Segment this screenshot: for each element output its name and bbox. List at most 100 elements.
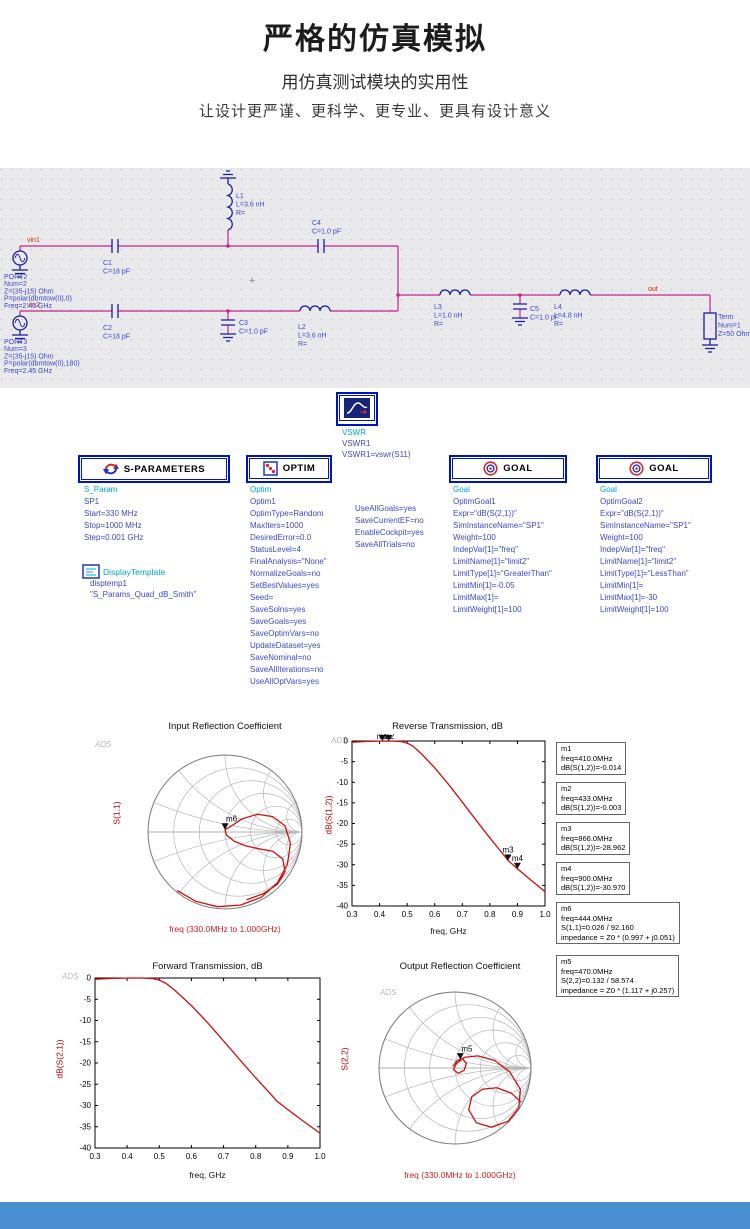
port2-icon bbox=[12, 250, 28, 266]
capacitor-c4-icon bbox=[317, 239, 325, 253]
svg-text:0.3: 0.3 bbox=[346, 910, 358, 919]
capacitor-c3-icon bbox=[221, 319, 235, 326]
l1-label: L1 L=3.6 nH R= bbox=[236, 193, 265, 217]
svg-text:0.9: 0.9 bbox=[512, 910, 524, 919]
capacitor-c2-icon bbox=[111, 304, 119, 318]
capacitor-c1-icon bbox=[111, 239, 119, 253]
inductor-l1-icon bbox=[225, 183, 233, 231]
svg-text:-5: -5 bbox=[341, 757, 349, 766]
s-parameters-block: S-PARAMETERS bbox=[78, 455, 230, 483]
goal1-title: GOAL bbox=[503, 463, 533, 474]
svg-text:0.7: 0.7 bbox=[457, 910, 469, 919]
l2-label: L2 L=3.6 nH R= bbox=[298, 324, 327, 348]
ground-icon bbox=[12, 330, 28, 343]
vswr-icon bbox=[344, 398, 370, 418]
s-parameters-icon bbox=[102, 463, 119, 475]
inductor-l4-icon bbox=[559, 289, 591, 296]
display-template-icon bbox=[82, 564, 100, 579]
marker-readout-m2: m2 freq=433.0MHz dB(S(1,2))=-0.003 bbox=[556, 782, 627, 815]
plot-input-reflection: Input Reflection Coefficient ADS S(1,1) … bbox=[85, 718, 365, 950]
svg-text:0: 0 bbox=[344, 737, 349, 746]
term-resistor-icon bbox=[703, 312, 717, 340]
marker-readout-m4: m4 freq=900.0MHz dB(S(1,2))=-30.970 bbox=[556, 862, 631, 895]
marker-m1 bbox=[378, 735, 386, 742]
page-subtitle: 用仿真测试模块的实用性 bbox=[281, 73, 469, 92]
svg-text:1.0: 1.0 bbox=[314, 1152, 326, 1161]
svg-text:-25: -25 bbox=[79, 1080, 91, 1089]
page-tagline: 让设计更严谨、更科学、更专业、更具有设计意义 bbox=[198, 103, 551, 120]
svg-text:0.8: 0.8 bbox=[484, 910, 496, 919]
vswr-block bbox=[336, 392, 378, 426]
ads-logo: ADS bbox=[331, 736, 348, 745]
c3-label: C3 C=1.0 pF bbox=[239, 320, 268, 336]
node-label-vin1: vin1 bbox=[27, 237, 40, 244]
c2-label: C2 C=18 pF bbox=[103, 325, 130, 341]
term-label: Term Num=1 Z=50 Ohm bbox=[718, 314, 750, 338]
trace bbox=[94, 977, 321, 1134]
goal-icon bbox=[483, 461, 498, 476]
svg-text:-5: -5 bbox=[84, 995, 92, 1004]
svg-text:-20: -20 bbox=[336, 819, 348, 828]
footer-bar bbox=[0, 1202, 750, 1229]
svg-text:-15: -15 bbox=[336, 798, 348, 807]
schematic-wires bbox=[19, 230, 711, 334]
marker-m3 bbox=[504, 854, 512, 861]
goal-icon bbox=[629, 461, 644, 476]
page-title: 严格的仿真模拟 bbox=[263, 23, 487, 56]
line-chart: 0 -5 -10 -15 -20 -25 -30 -35 -400.3 0.4 0.5 0.6 0.7 0… bbox=[79, 974, 326, 1162]
marker-m2 bbox=[385, 735, 393, 742]
freq-range-caption: freq (330.0MHz to 1.000GHz) bbox=[169, 924, 281, 934]
l4-label: L4 L=4.8 nH R= bbox=[554, 304, 583, 328]
svg-text:-10: -10 bbox=[79, 1016, 91, 1025]
svg-text:-40: -40 bbox=[79, 1144, 91, 1153]
ads-logo: ADS bbox=[380, 988, 397, 997]
ground-icon bbox=[512, 317, 528, 326]
vswr-params: VSWR VSWR1 VSWR1=vswr(S11) bbox=[342, 428, 411, 459]
smith-chart: m6 bbox=[147, 754, 303, 910]
svg-text:-30: -30 bbox=[79, 1101, 91, 1110]
goal2-title: GOAL bbox=[649, 463, 679, 474]
inductor-l2-icon bbox=[299, 305, 331, 312]
svg-text:0.8: 0.8 bbox=[250, 1152, 262, 1161]
c1-label: C1 C=18 pF bbox=[103, 260, 130, 276]
marker-m5 bbox=[456, 1053, 464, 1060]
svg-text:m4: m4 bbox=[512, 854, 524, 863]
svg-text:0: 0 bbox=[87, 974, 92, 983]
svg-text:-25: -25 bbox=[336, 840, 348, 849]
circuit-schematic: vin1 vin2 out + PORT2 Num=2 Z=(35-j15) Ohm… bbox=[0, 168, 750, 388]
plot-title: Forward Transmission, dB bbox=[152, 961, 263, 972]
node-label-vin2: vin2 bbox=[27, 302, 40, 309]
line-plot-area: 0 -5 -10 -15 -20 -25 -30 -35 -400.3 0.4 0.5 0.6 0.7 0… bbox=[336, 734, 551, 919]
optim-title: OPTIM bbox=[282, 463, 316, 474]
svg-text:-40: -40 bbox=[336, 902, 348, 911]
plot-output-reflection: Output Reflection Coefficient ADS S(2,2)… bbox=[325, 958, 595, 1196]
port3-icon bbox=[12, 315, 28, 331]
plot-title: Reverse Transmission, dB bbox=[392, 721, 503, 732]
schematic-background bbox=[0, 168, 750, 388]
plot-title: Output Reflection Coefficient bbox=[399, 961, 521, 972]
marker-m6 bbox=[221, 823, 229, 830]
capacitor-c5-icon bbox=[513, 303, 527, 310]
line-plot-area: 0 -5 -10 -15 -20 -25 -30 -35 -400.3 0.4 0.5 0.6 0.7 0… bbox=[79, 974, 326, 1162]
freq-range-caption: freq (330.0MHz to 1.000GHz) bbox=[404, 1170, 516, 1180]
svg-text:0.6: 0.6 bbox=[429, 910, 441, 919]
inductor-l3-icon bbox=[439, 289, 471, 296]
s-parameters-params: S_Param SP1 Start=330 MHz Stop=1000 MHz Step… bbox=[84, 485, 144, 542]
c4-label: C4 C=1.0 pF bbox=[312, 220, 341, 236]
marker-readout-m6: m6 freq=444.0MHz S(1,1)=0.026 / 92.160 impe… bbox=[556, 902, 680, 944]
port3-label: PORT3 Num=3 Z=(35-j15) Ohm P=polar(dbmtow(0… bbox=[4, 339, 80, 375]
ground-icon bbox=[220, 170, 236, 184]
smith-grid: m5 bbox=[378, 991, 532, 1145]
svg-text:-30: -30 bbox=[336, 860, 348, 869]
ads-logo: ADS bbox=[62, 972, 79, 981]
line-chart: 0 -5 -10 -15 -20 -25 -30 -35 -400.3 0.4 0.5 0.6 0.7 0… bbox=[336, 734, 551, 919]
plot-forward-transmission: Forward Transmission, dB ADS dB(S(2,1)) … bbox=[50, 958, 335, 1196]
plot-title: Input Reflection Coefficient bbox=[168, 721, 282, 732]
goal1-block: GOAL bbox=[449, 455, 567, 483]
optim-extra-params: UseAllGoals=yes SaveCurrentEF=no EnableCoc… bbox=[355, 504, 424, 549]
svg-text:m3: m3 bbox=[502, 845, 514, 854]
ground-icon bbox=[12, 265, 28, 278]
goal1-params: Goal OptimGoal1 Expr="dB(S(2,1))" SimInstan… bbox=[453, 485, 552, 614]
svg-text:0.5: 0.5 bbox=[154, 1152, 166, 1161]
svg-text:-15: -15 bbox=[79, 1037, 91, 1046]
